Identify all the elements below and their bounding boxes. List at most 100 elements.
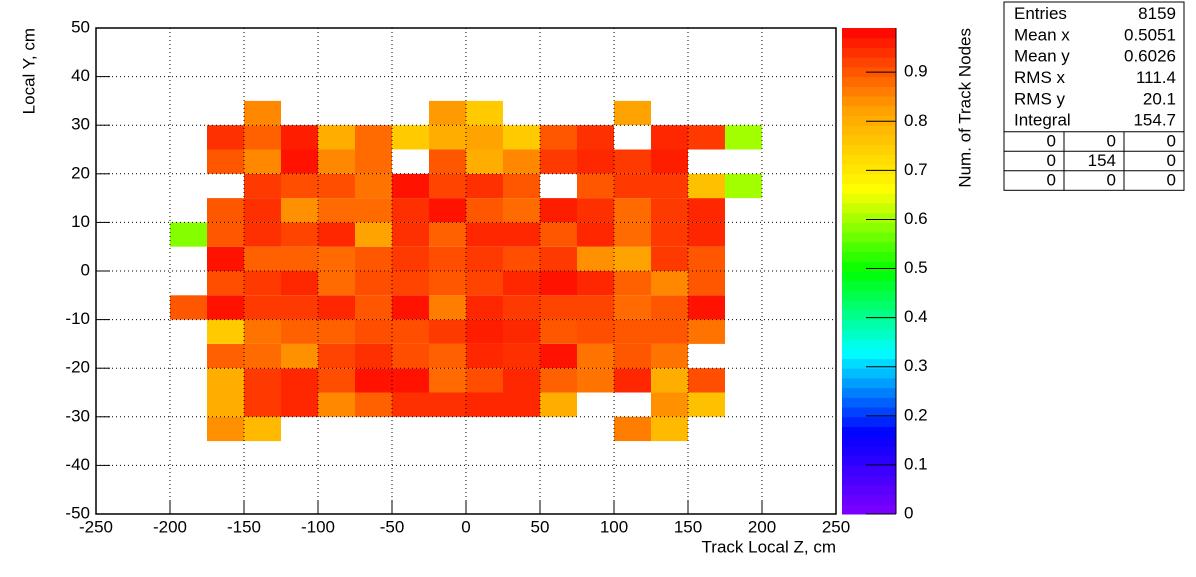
heatmap-cell (392, 271, 429, 296)
heatmap-cell (244, 222, 281, 247)
heatmap-cell (429, 392, 466, 417)
z-tick-label: 0 (904, 503, 913, 522)
heatmap-cell (466, 295, 503, 320)
stats-cell: 0 (1167, 151, 1176, 170)
y-tick-label: 40 (71, 66, 90, 85)
colorbar-step (842, 144, 896, 155)
heatmap-cell (318, 173, 355, 199)
heatmap-cell (577, 222, 614, 247)
stats-value: 0.6026 (1124, 47, 1176, 66)
heatmap-cell (281, 295, 318, 320)
z-tick-label: 0.5 (904, 258, 928, 277)
heatmap-cell (577, 149, 614, 174)
heatmap-cell (688, 319, 725, 344)
stats-label: Mean x (1014, 25, 1070, 44)
colorbar-step (842, 212, 896, 223)
heatmap-cell (503, 271, 540, 296)
x-tick-label: -50 (380, 517, 405, 536)
heatmap-cell (503, 125, 540, 150)
heatmap-cell (318, 222, 355, 247)
stats-value: 20.1 (1143, 89, 1176, 108)
heatmap-cell (429, 319, 466, 344)
heatmap-cell (281, 392, 318, 417)
heatmap-cell (540, 368, 577, 393)
heatmap-cell (281, 368, 318, 393)
colorbar-step (842, 368, 896, 379)
heatmap-cell (392, 173, 429, 199)
heatmap-cell (688, 125, 725, 150)
heatmap-cell (688, 271, 725, 296)
colorbar-step (842, 202, 896, 214)
heatmap-cell (614, 271, 651, 296)
heatmap-cell (244, 416, 281, 442)
heatmap-cell (207, 271, 244, 296)
y-axis-label: Local Y, cm (19, 28, 38, 114)
z-tick-label: 0.6 (904, 209, 928, 228)
colorbar-step (842, 377, 896, 389)
heatmap-cell (244, 295, 281, 320)
z-tick-label: 0.8 (904, 111, 928, 130)
heatmap-cell (651, 295, 688, 320)
heatmap-cell (466, 246, 503, 271)
heatmap-cell (429, 368, 466, 393)
y-tick-label: 30 (71, 115, 90, 134)
heatmap-cell (466, 222, 503, 247)
heatmap-cell (688, 368, 725, 393)
colorbar-step (842, 387, 896, 398)
heatmap-cell (318, 295, 355, 320)
heatmap-cell (466, 125, 503, 150)
heatmap-cell (281, 222, 318, 247)
heatmap-cell (244, 198, 281, 223)
heatmap-cell (318, 368, 355, 393)
z-tick-label: 0.9 (904, 62, 928, 81)
heatmap-cell (281, 149, 318, 174)
heatmap-cell (466, 198, 503, 223)
colorbar-step (842, 475, 896, 486)
x-tick-label: -200 (153, 517, 187, 536)
heatmap-cell (429, 149, 466, 174)
colorbar-step (842, 28, 896, 39)
heatmap-cell (503, 222, 540, 247)
heatmap-cell (614, 368, 651, 393)
colorbar-step (842, 319, 896, 330)
heatmap-cell (614, 173, 651, 199)
heatmap-cell (318, 125, 355, 150)
heatmap-cell (651, 271, 688, 296)
heatmap-cell (281, 343, 318, 369)
heatmap-cell (207, 125, 244, 150)
heatmap-cell (355, 222, 392, 247)
heatmap-cell (355, 173, 392, 199)
x-tick-label: 100 (600, 517, 628, 536)
heatmap-cell (503, 149, 540, 174)
colorbar-step (842, 416, 896, 428)
heatmap-cell (429, 100, 466, 126)
heatmap-cell (207, 222, 244, 247)
heatmap-cell (466, 368, 503, 393)
heatmap-cell (540, 392, 577, 417)
heatmap-cell (466, 343, 503, 369)
z-tick-label: 0.7 (904, 160, 928, 179)
heatmap-cell (318, 343, 355, 369)
heatmap-cell (540, 343, 577, 369)
heatmap-cell (614, 295, 651, 320)
heatmap-cell (281, 246, 318, 271)
heatmap-cell (170, 295, 207, 320)
heatmap-cell (429, 125, 466, 150)
stats-label: RMS y (1014, 89, 1066, 108)
heatmap-cell (503, 392, 540, 417)
heatmap-cell (466, 319, 503, 344)
colorbar-step (842, 465, 896, 476)
stats-cell: 0 (1107, 131, 1116, 150)
heatmap-cell (651, 319, 688, 344)
stats-cell: 0 (1047, 170, 1056, 189)
heatmap-cell (392, 343, 429, 369)
z-tick-label: 0.1 (904, 454, 928, 473)
colorbar-step (842, 261, 896, 272)
heatmap-cell (392, 222, 429, 247)
heatmap-cell (466, 173, 503, 199)
heatmap-cell (318, 392, 355, 417)
heatmap-cell (466, 271, 503, 296)
heatmap-cell (725, 125, 762, 150)
x-tick-label: -100 (301, 517, 335, 536)
colorbar-step (842, 57, 896, 68)
